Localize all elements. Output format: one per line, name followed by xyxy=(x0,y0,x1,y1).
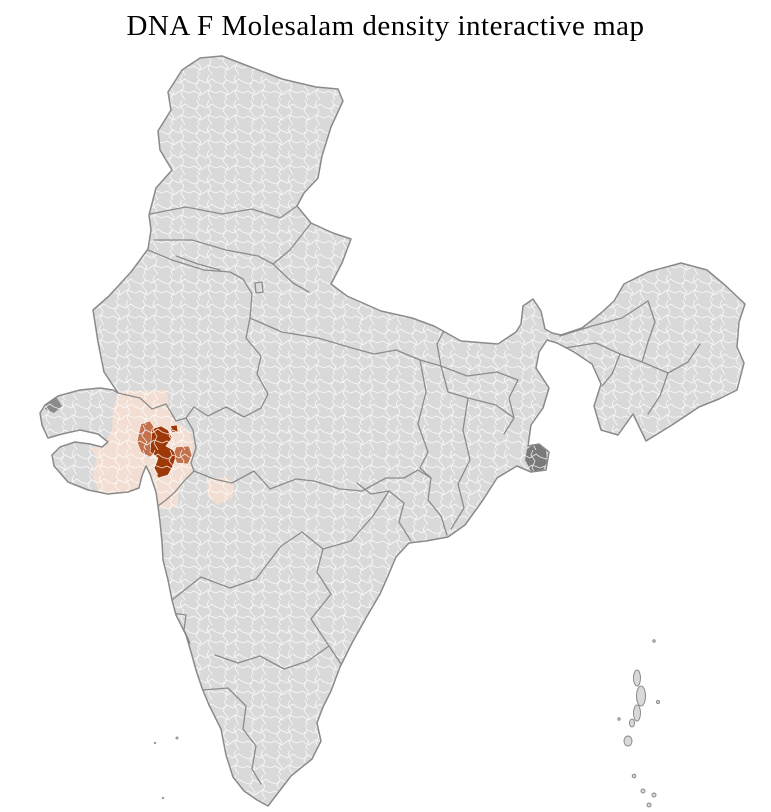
state-borders xyxy=(117,205,701,785)
india-outline xyxy=(39,55,746,807)
map-title: DNA F Molesalam density interactive map xyxy=(126,10,645,42)
lakshadweep-islands xyxy=(153,736,179,800)
andaman-nicobar-islands xyxy=(617,639,660,808)
